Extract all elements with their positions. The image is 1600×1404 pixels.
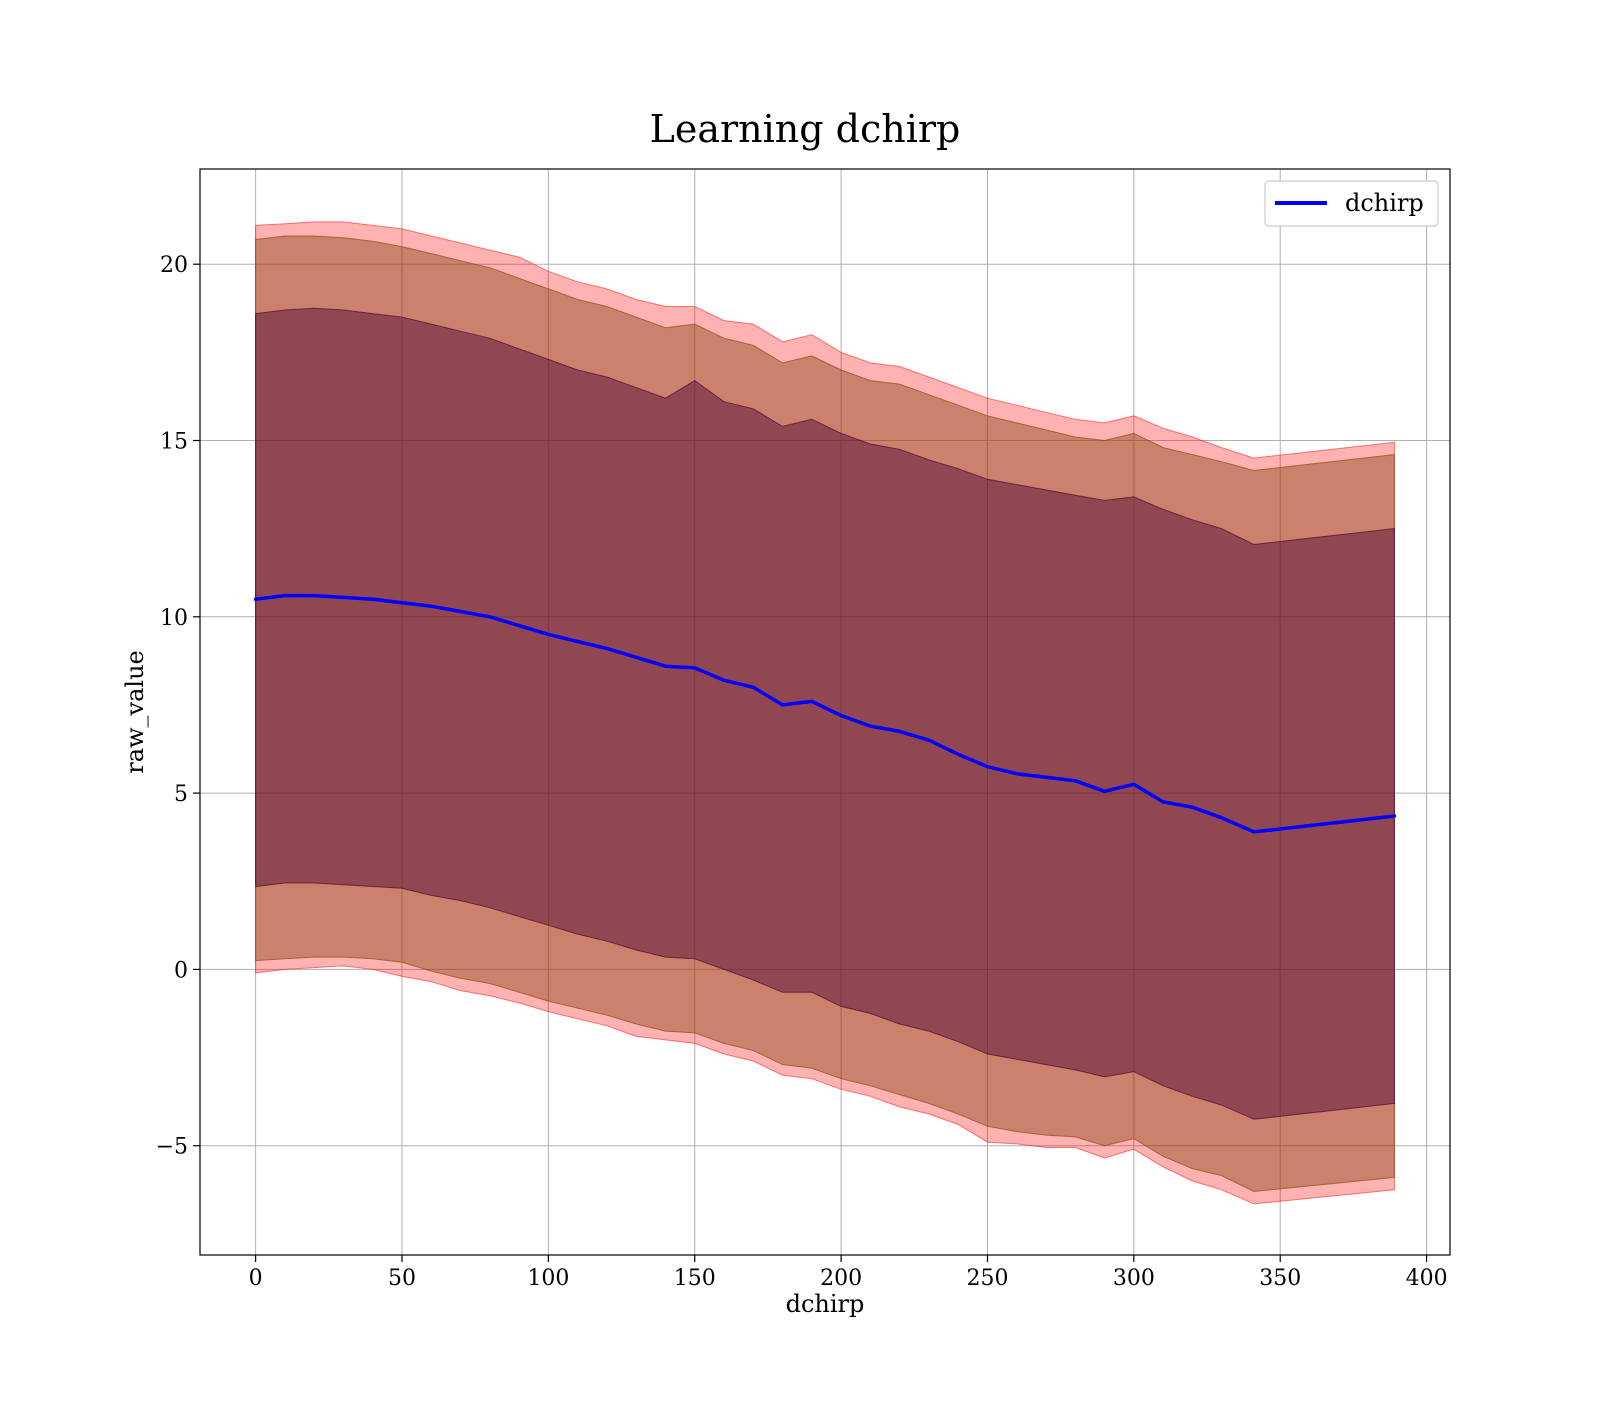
y-tick-label: 0 bbox=[174, 958, 188, 983]
y-tick-label: 15 bbox=[160, 430, 188, 455]
x-tick-label: 300 bbox=[1113, 1266, 1155, 1291]
confidence-band-0 bbox=[255, 221, 1395, 1205]
confidence-band-1 bbox=[255, 235, 1395, 1193]
x-tick-label: 400 bbox=[1406, 1266, 1448, 1291]
x-tick-label: 100 bbox=[527, 1266, 569, 1291]
x-axis-label: dchirp bbox=[786, 1290, 865, 1318]
legend: dchirp bbox=[1264, 180, 1439, 227]
grid-lines bbox=[200, 169, 1450, 1255]
legend-label-dchirp: dchirp bbox=[1345, 189, 1424, 217]
y-tick-label: 10 bbox=[160, 606, 188, 631]
confidence-band-2 bbox=[255, 307, 1395, 1120]
y-tick-label: 20 bbox=[160, 253, 188, 278]
series-line-dchirp bbox=[253, 593, 1397, 834]
y-tick-label: −5 bbox=[156, 1135, 188, 1160]
x-tick-label: 50 bbox=[388, 1266, 416, 1291]
x-tick-label: 150 bbox=[674, 1266, 716, 1291]
x-tick-label: 0 bbox=[249, 1266, 263, 1291]
chart-title: Learning dchirp bbox=[650, 107, 961, 151]
x-tick-label: 350 bbox=[1259, 1266, 1301, 1291]
series-lines bbox=[253, 593, 1397, 834]
confidence-bands bbox=[255, 221, 1395, 1205]
legend-box bbox=[1264, 180, 1439, 227]
y-axis-label: raw_value bbox=[121, 650, 149, 774]
x-tick-label: 200 bbox=[820, 1266, 862, 1291]
axis-ticks: 0 50 100 150 200 250 300 350 400 −5 0 5 10 15 20 bbox=[156, 253, 1448, 1291]
y-tick-label: 5 bbox=[174, 782, 188, 807]
plot-frame bbox=[199, 168, 1451, 1256]
x-tick-label: 250 bbox=[966, 1266, 1008, 1291]
